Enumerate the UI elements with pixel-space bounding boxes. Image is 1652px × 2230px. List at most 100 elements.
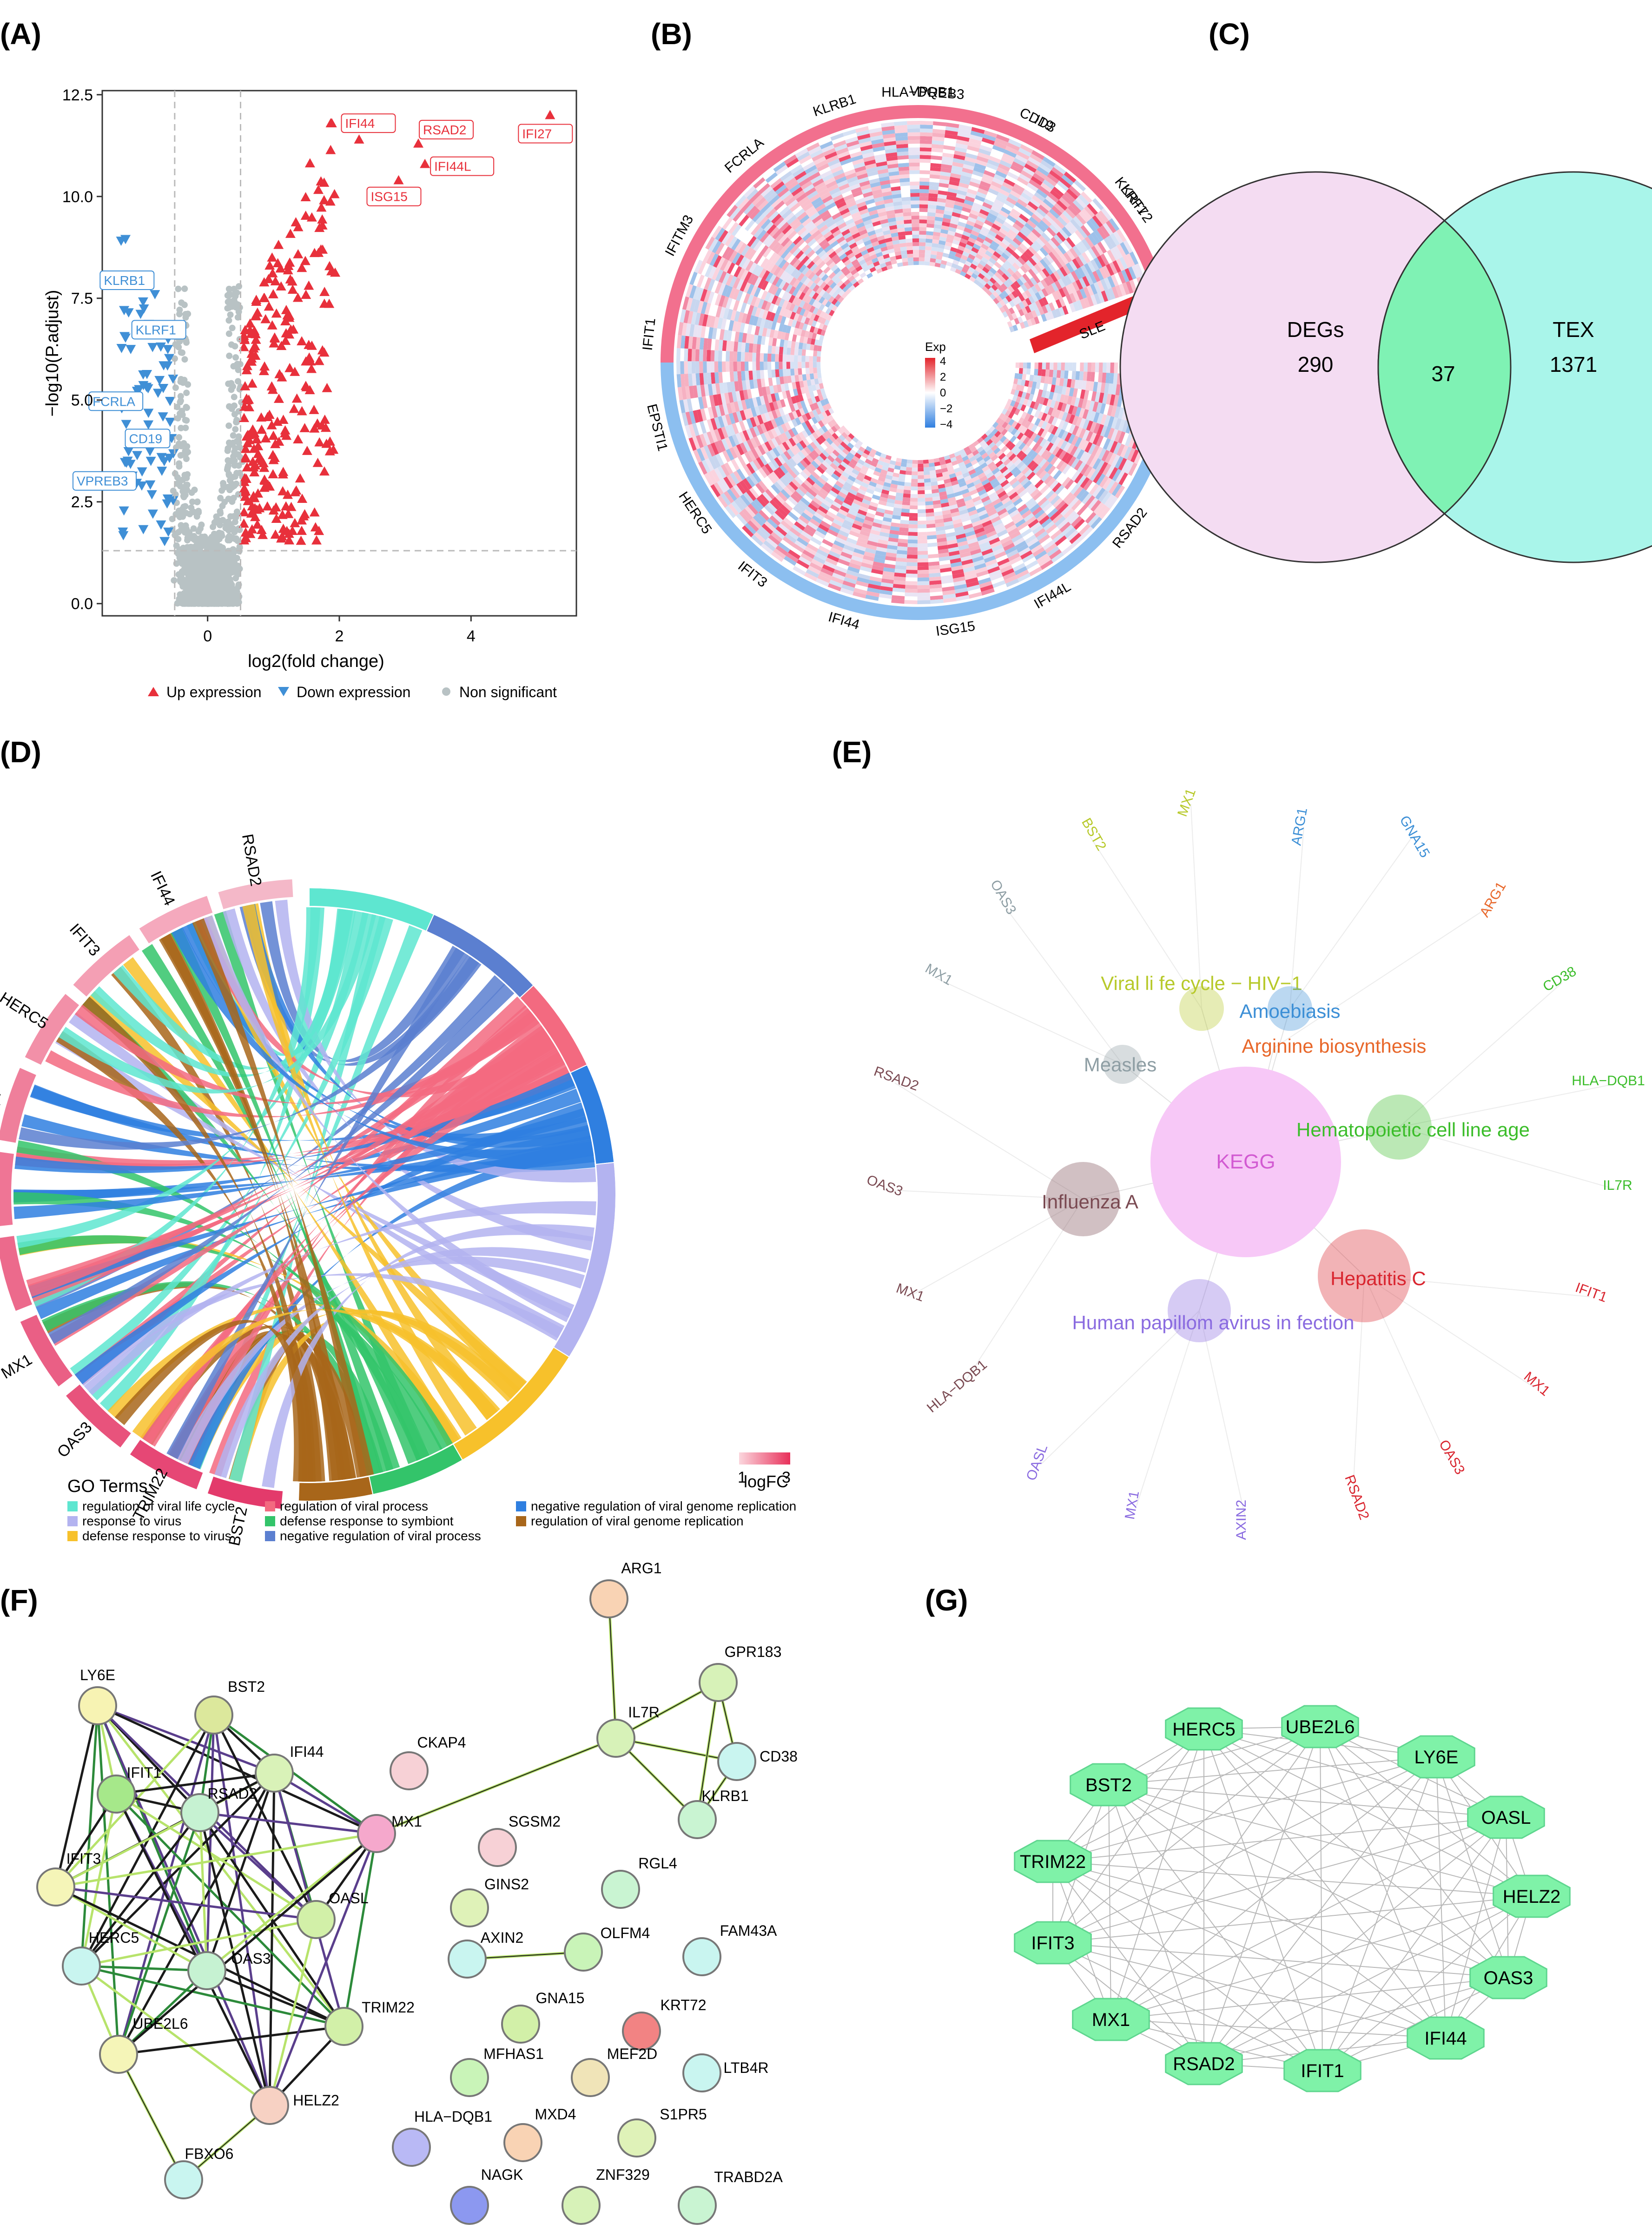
heatmap-cell — [721, 361, 726, 372]
heatmap-cell — [919, 166, 931, 171]
heatmap-cell — [927, 542, 938, 548]
nonsig-point — [211, 570, 218, 577]
heatmap-cell — [912, 231, 919, 235]
heatmap-cell — [760, 370, 765, 379]
heatmap-cell — [906, 246, 913, 251]
heatmap-cell — [1086, 371, 1091, 382]
heatmap-cell — [779, 354, 783, 362]
nonsig-point — [178, 442, 185, 449]
heatmap-cell — [906, 459, 913, 464]
heatmap-cell — [910, 498, 918, 502]
nonsig-point — [179, 600, 186, 607]
heatmap-cell — [926, 227, 934, 232]
heatmap-cell — [909, 509, 918, 514]
heatmap-cell — [809, 367, 813, 374]
heatmap-cell — [911, 475, 918, 479]
nonsig-point — [224, 292, 231, 299]
nonsig-point — [231, 597, 238, 604]
heatmap-cell — [1031, 363, 1035, 369]
nonsig-point — [225, 600, 231, 607]
heatmap-cell — [1015, 363, 1020, 368]
heatmap-cell — [926, 523, 936, 528]
nonsig-point — [219, 574, 226, 581]
heatmap-cell — [919, 162, 931, 167]
heatmap-cell — [906, 558, 918, 563]
volcano-x-axis-label: log2(fold change) — [248, 652, 384, 671]
heatmap-cell — [729, 351, 734, 362]
heatmap-cell — [918, 486, 925, 491]
heatmap-cell — [790, 348, 795, 355]
heatmap-cell — [1022, 368, 1027, 375]
heatmap-cell — [752, 343, 757, 353]
heatmap-cell — [1080, 363, 1084, 372]
x-tick-label: 2 — [335, 627, 344, 645]
nonsig-point — [228, 586, 235, 593]
heatmap-cell — [901, 508, 910, 513]
heatmap-cell — [927, 205, 937, 209]
heatmap-cell — [752, 352, 756, 362]
heatmap-cell — [798, 362, 802, 369]
heatmap-cell — [917, 558, 929, 563]
nonsig-point — [225, 317, 232, 324]
nonsig-point — [196, 600, 203, 607]
heatmap-cell — [918, 460, 924, 464]
heatmap-cell — [1106, 363, 1110, 373]
legend-item-label: Non significant — [459, 684, 557, 700]
heatmap-cell — [925, 253, 931, 258]
heatmap-cell — [816, 356, 821, 362]
heatmap-cell — [926, 231, 934, 236]
heatmap-cell — [913, 261, 919, 265]
heatmap-cell — [1057, 363, 1061, 370]
heatmap-cell — [909, 516, 918, 521]
heatmap-cell — [817, 367, 821, 373]
heatmap-cell — [756, 370, 761, 379]
heatmap-cell — [923, 463, 929, 468]
heatmap-cell — [771, 345, 776, 354]
heatmap-cell — [1079, 371, 1084, 381]
heatmap-cell — [786, 362, 791, 369]
heatmap-cell — [926, 527, 936, 532]
point-label: RSAD2 — [423, 123, 466, 137]
nonsig-point — [190, 525, 197, 532]
nonsig-point — [226, 403, 233, 410]
nonsig-point — [182, 509, 189, 516]
heatmap-cell — [919, 170, 930, 175]
heatmap-cell — [919, 238, 926, 243]
heatmap-cell — [805, 356, 809, 362]
heatmap-cell — [813, 367, 817, 374]
heatmap-cell — [805, 350, 810, 356]
heatmap-cell — [917, 539, 928, 544]
heatmap-cell — [806, 374, 811, 380]
heatmap-cell — [910, 501, 918, 506]
nonsig-point — [218, 587, 225, 594]
heatmap-cell — [903, 493, 911, 498]
heatmap-cell — [1030, 369, 1035, 376]
heatmap-cell — [899, 178, 910, 183]
heatmap-cell — [771, 369, 776, 378]
heatmap-cell — [813, 345, 818, 351]
nonsig-point — [214, 564, 221, 571]
heatmap-cell — [775, 362, 779, 369]
heatmap-cell — [912, 460, 918, 464]
nonsig-point — [226, 439, 233, 446]
nonsig-point — [187, 596, 194, 603]
heatmap-cell — [1052, 369, 1057, 378]
heatmap-cell — [925, 497, 933, 502]
nonsig-point — [230, 495, 237, 501]
nonsig-point — [217, 508, 224, 515]
nonsig-point — [233, 419, 240, 426]
heatmap-cell — [911, 482, 918, 487]
heatmap-cell — [912, 238, 919, 243]
heatmap-cell — [782, 354, 787, 362]
heatmap-cell — [911, 208, 919, 212]
heatmap-cell — [767, 345, 773, 354]
point-label: ISG15 — [371, 190, 408, 204]
heatmap-cell — [790, 368, 795, 376]
heatmap-cell — [919, 178, 930, 182]
heatmap-cell — [907, 253, 913, 258]
heatmap-cell — [908, 261, 914, 266]
heatmap-cell — [1061, 363, 1065, 371]
heatmap-cell — [1045, 369, 1050, 377]
heatmap-cell — [919, 242, 926, 246]
